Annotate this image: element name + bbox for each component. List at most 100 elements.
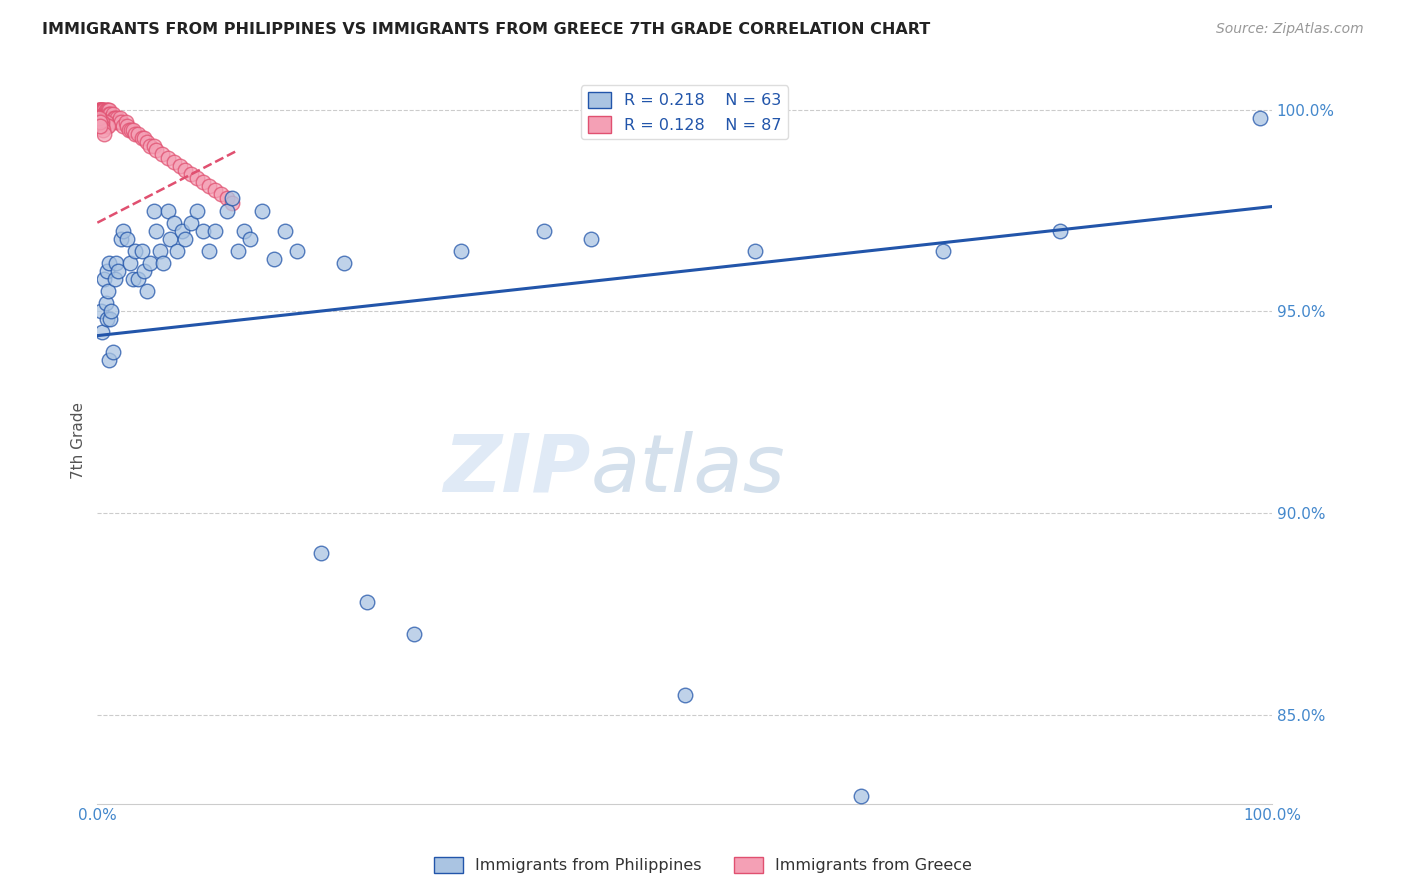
Point xyxy=(180,167,202,181)
Point xyxy=(91,111,114,125)
Point xyxy=(932,244,955,258)
Point xyxy=(89,103,111,117)
Point xyxy=(94,103,117,117)
Point xyxy=(579,232,602,246)
Point xyxy=(135,135,157,149)
Text: IMMIGRANTS FROM PHILIPPINES VS IMMIGRANTS FROM GREECE 7TH GRADE CORRELATION CHAR: IMMIGRANTS FROM PHILIPPINES VS IMMIGRANT… xyxy=(42,22,931,37)
Point xyxy=(90,103,112,117)
Point xyxy=(100,304,122,318)
Point xyxy=(152,256,174,270)
Point xyxy=(90,111,112,125)
Point xyxy=(744,244,766,258)
Point xyxy=(174,232,197,246)
Point xyxy=(169,159,191,173)
Point xyxy=(91,119,114,133)
Point xyxy=(145,143,167,157)
Point xyxy=(105,115,128,129)
Point xyxy=(105,111,128,125)
Point xyxy=(101,344,124,359)
Point xyxy=(93,272,115,286)
Point xyxy=(285,244,308,258)
Point xyxy=(450,244,472,258)
Point xyxy=(87,103,110,117)
Point xyxy=(110,115,132,129)
Point xyxy=(309,547,332,561)
Point xyxy=(124,244,146,258)
Point xyxy=(96,103,118,117)
Point xyxy=(127,127,149,141)
Point xyxy=(139,139,162,153)
Point xyxy=(87,107,110,121)
Point xyxy=(100,111,122,125)
Point xyxy=(533,224,555,238)
Legend: R = 0.218    N = 63, R = 0.128    N = 87: R = 0.218 N = 63, R = 0.128 N = 87 xyxy=(581,86,789,139)
Point xyxy=(98,352,121,367)
Point xyxy=(135,285,157,299)
Y-axis label: 7th Grade: 7th Grade xyxy=(72,402,86,479)
Text: Source: ZipAtlas.com: Source: ZipAtlas.com xyxy=(1216,22,1364,37)
Point xyxy=(91,103,114,117)
Point xyxy=(142,139,165,153)
Point xyxy=(91,111,114,125)
Point xyxy=(87,107,110,121)
Point xyxy=(124,127,146,141)
Point xyxy=(274,224,297,238)
Point xyxy=(115,119,138,133)
Point xyxy=(250,203,273,218)
Point xyxy=(673,688,696,702)
Point xyxy=(94,115,117,129)
Point xyxy=(98,111,121,125)
Point xyxy=(145,224,167,238)
Point xyxy=(97,107,120,121)
Point xyxy=(91,107,114,121)
Point xyxy=(110,232,132,246)
Point xyxy=(87,111,110,125)
Point xyxy=(97,103,120,117)
Point xyxy=(221,195,243,210)
Point xyxy=(91,103,114,117)
Point xyxy=(94,111,117,125)
Point xyxy=(112,224,135,238)
Point xyxy=(149,244,172,258)
Point xyxy=(91,115,114,129)
Point xyxy=(115,232,138,246)
Point xyxy=(191,224,214,238)
Point xyxy=(91,103,114,117)
Point xyxy=(114,115,136,129)
Point xyxy=(91,123,114,137)
Point xyxy=(90,119,112,133)
Point xyxy=(131,244,153,258)
Point xyxy=(180,216,202,230)
Point xyxy=(90,115,112,129)
Point xyxy=(356,595,378,609)
Point xyxy=(156,203,179,218)
Point xyxy=(215,203,238,218)
Point xyxy=(93,127,115,141)
Point xyxy=(204,224,226,238)
Point xyxy=(215,191,238,205)
Text: atlas: atlas xyxy=(591,431,786,508)
Point xyxy=(263,252,285,266)
Point xyxy=(96,119,118,133)
Point xyxy=(98,107,121,121)
Point xyxy=(89,107,111,121)
Point xyxy=(221,191,243,205)
Point xyxy=(98,312,121,326)
Point xyxy=(204,183,226,197)
Point xyxy=(97,119,120,133)
Point xyxy=(98,103,121,117)
Point xyxy=(91,325,114,339)
Point xyxy=(156,151,179,165)
Point xyxy=(89,107,111,121)
Point xyxy=(163,155,186,169)
Point xyxy=(127,272,149,286)
Point xyxy=(239,232,262,246)
Point xyxy=(87,103,110,117)
Point xyxy=(96,264,118,278)
Point xyxy=(170,224,193,238)
Point xyxy=(120,123,142,137)
Point xyxy=(849,789,872,803)
Point xyxy=(93,107,115,121)
Point xyxy=(198,244,221,258)
Point xyxy=(120,256,142,270)
